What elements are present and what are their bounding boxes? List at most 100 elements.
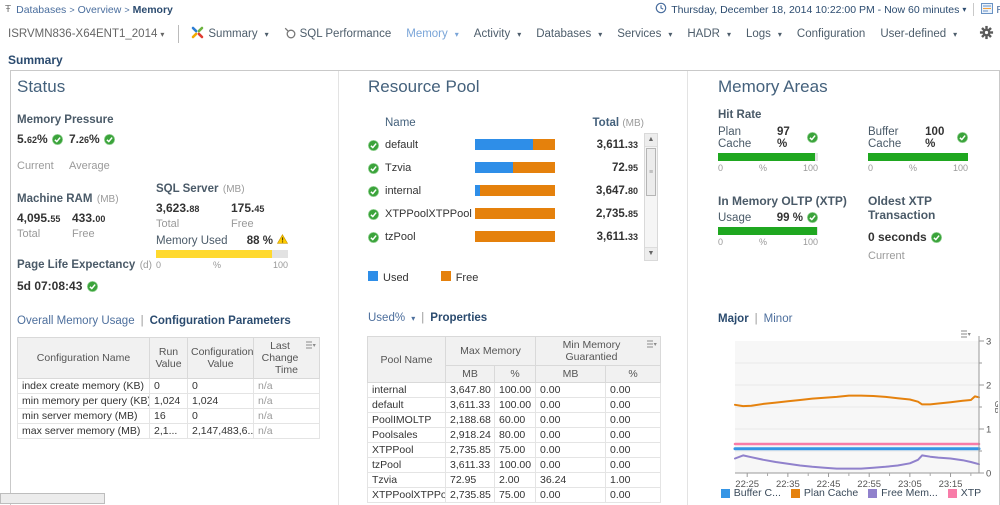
check-circle-icon: [368, 228, 379, 246]
chevron-down-icon: ▾: [777, 29, 782, 39]
divider: [973, 3, 975, 16]
oldest-xtp-value: 0 seconds: [868, 230, 927, 244]
machine-ram-total: 4,095.55: [17, 211, 61, 225]
nav-item-activity[interactable]: Activity ▾: [473, 28, 522, 40]
memory-used-value: 88 %: [246, 234, 273, 247]
report-icon[interactable]: [981, 2, 994, 17]
used-legend-swatch: [368, 271, 378, 281]
col-configuration-value[interactable]: Configuration Value: [187, 336, 254, 380]
check-circle-icon: [368, 136, 379, 154]
action-panel-icon[interactable]: Ŧ: [5, 4, 12, 15]
warning-triangle-icon: [276, 234, 289, 247]
resource-pool-row: default 3,611.33: [368, 133, 638, 156]
table-row: XTPPool 2,735.85 75.00 0.00 0.00: [367, 442, 661, 459]
pool-name: XTPPoolXTPPool: [385, 207, 472, 220]
breadcrumb: Ŧ Databases > Overview > Memory: [5, 4, 173, 16]
column-menu-icon[interactable]: [646, 339, 657, 352]
chevron-down-icon[interactable]: ▾: [962, 5, 967, 14]
memory-areas-section: Memory Areas Hit Rate Plan Cache 97 % 0%…: [687, 71, 999, 505]
sub-col-mb[interactable]: MB: [445, 365, 495, 384]
breadcrumb-separator: >: [124, 4, 130, 15]
sub-col-pct[interactable]: %: [494, 365, 536, 384]
nav-item-sql-performance[interactable]: SQL Performance: [284, 27, 391, 42]
tab-overall-memory-usage[interactable]: Overall Memory Usage: [17, 315, 135, 327]
svg-text:22:25: 22:25: [735, 479, 759, 490]
gear-icon[interactable]: [979, 25, 994, 45]
breadcrumb-databases[interactable]: Databases: [16, 3, 67, 16]
table-row: index create memory (KB) 0 0 n/a: [17, 378, 320, 395]
status-tabs: Overall Memory Usage | Configuration Param…: [17, 315, 291, 327]
col-pool-name[interactable]: Pool Name: [367, 335, 446, 384]
pool-legend: Used Free: [368, 271, 478, 284]
resource-pool-row: internal 3,647.80: [368, 179, 638, 202]
col-max-memory[interactable]: Max Memory: [445, 335, 536, 367]
summary-panel: Status Memory Pressure 5.62% 7.26% Curre…: [10, 70, 1000, 505]
nav-item-databases[interactable]: Databases ▾: [536, 28, 603, 40]
nav-item-hadr[interactable]: HADR ▾: [687, 28, 731, 40]
page-life-value: 5d 07:08:43: [17, 279, 83, 293]
pool-used-free-bar: [475, 185, 555, 196]
check-circle-icon: [86, 277, 98, 294]
reports-link[interactable]: R: [996, 4, 1000, 16]
xtp-usage-gauge: Usage 99 % 0% 100: [718, 212, 818, 247]
col-run-value[interactable]: Run Value: [149, 336, 188, 380]
table-row: min server memory (MB) 16 0 n/a: [17, 408, 320, 425]
table-row: Poolsales 2,918.24 80.00 0.00 0.00: [367, 427, 661, 444]
vertical-scrollbar[interactable]: ▲ ≡ ▼: [644, 133, 658, 261]
nav-item-memory[interactable]: Memory ▾: [406, 28, 459, 40]
column-menu-icon[interactable]: [305, 340, 316, 353]
tab-used-percent[interactable]: Used% ▾: [368, 312, 416, 324]
oldest-xtp-label: Oldest XTP Transaction: [868, 194, 936, 222]
memory-pressure-average: 7.26%: [69, 132, 100, 146]
machine-ram-block: Machine RAM (MB) 4,095.55 433.00 Total F…: [17, 193, 119, 240]
memory-pressure-block: Memory Pressure 5.62% 7.26% Current Aver…: [17, 114, 116, 172]
svg-text:2: 2: [986, 381, 991, 392]
buffer-cache-bar: [868, 153, 968, 161]
check-circle-icon: [807, 132, 818, 144]
col-last-change-time[interactable]: Last Change Time: [253, 336, 320, 380]
tab-properties[interactable]: Properties: [430, 312, 488, 324]
svg-text:GB: GB: [993, 400, 998, 413]
resource-pool-row: Tzvia 72.95: [368, 156, 638, 179]
configuration-parameters-table: Configuration Name Run Value Configurati…: [17, 336, 320, 440]
nav-item-summary[interactable]: Summary ▾: [191, 26, 269, 42]
tab-major[interactable]: Major: [718, 313, 749, 325]
pool-total: 3,611.33: [596, 138, 638, 151]
server-selector[interactable]: ISRVMN836-X64ENT1_2014 ▾: [8, 28, 165, 40]
page-life-label: Page Life Expectancy: [17, 259, 136, 271]
col-configuration-name[interactable]: Configuration Name: [17, 336, 150, 380]
buffer-cache-label: Buffer Cache: [868, 126, 902, 150]
scroll-up-icon[interactable]: ▲: [645, 134, 657, 147]
page-life-block: Page Life Expectancy (d) 5d 07:08:43: [17, 259, 152, 294]
xtp-label: In Memory OLTP (XTP): [718, 194, 847, 208]
scroll-down-icon[interactable]: ▼: [645, 247, 657, 260]
breadcrumb-overview[interactable]: Overview: [77, 3, 122, 16]
nav-item-logs[interactable]: Logs ▾: [745, 28, 782, 40]
svg-text:23:05: 23:05: [898, 479, 922, 490]
col-min-memory-guarantied[interactable]: Min Memory Guarantied: [535, 335, 661, 367]
scrollbar-thumb[interactable]: ≡: [646, 148, 656, 196]
chevron-down-icon: ▾: [726, 29, 731, 39]
clock-icon: [655, 2, 667, 17]
pool-properties-table: Pool Name Max Memory Min Memory Guaranti…: [367, 335, 661, 504]
time-range-selector[interactable]: Thursday, December 18, 2014 10:22:00 PM …: [671, 3, 960, 16]
legend-item: Free Mem...: [868, 487, 938, 499]
pool-used-free-bar: [475, 231, 555, 242]
nav-items: Summary ▾ SQL Performance Memory ▾ Activity ▾ D…: [191, 26, 972, 42]
oldest-xtp-sub: Current: [868, 250, 905, 262]
column-menu-icon[interactable]: [960, 326, 971, 344]
svg-text:23:15: 23:15: [939, 479, 963, 490]
sub-col-mb[interactable]: MB: [535, 365, 606, 384]
tab-configuration-parameters[interactable]: Configuration Parameters: [149, 315, 291, 327]
free-legend-swatch: [440, 271, 451, 281]
nav-item-configuration[interactable]: Configuration: [796, 28, 866, 40]
machine-ram-label: Machine RAM: [17, 193, 93, 205]
chevron-down-icon: ▾: [411, 314, 416, 323]
tab-minor[interactable]: Minor: [763, 313, 793, 325]
sub-col-pct[interactable]: %: [605, 365, 661, 384]
nav-item-services[interactable]: Services ▾: [617, 28, 673, 40]
check-circle-icon: [807, 212, 818, 224]
nav-item-user-defined[interactable]: User-defined ▾: [880, 28, 958, 40]
horizontal-scrollbar[interactable]: [0, 493, 105, 504]
